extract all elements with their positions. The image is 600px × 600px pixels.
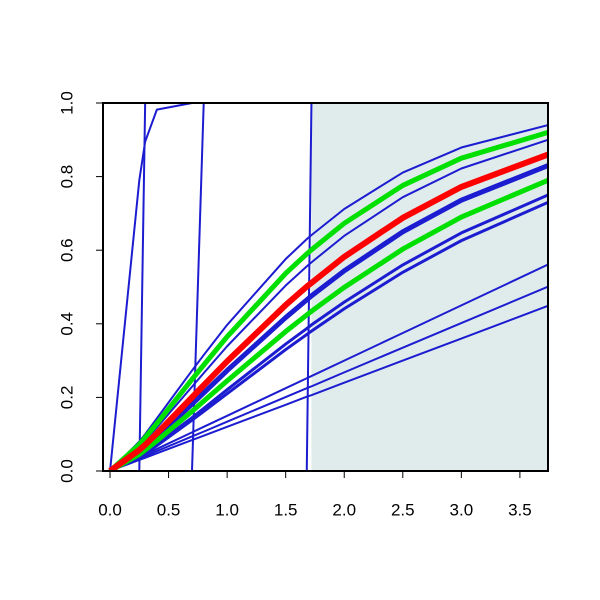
series-line	[108, 151, 548, 471]
shaded-region	[311, 103, 548, 471]
y-tick-label: 0.6	[57, 238, 76, 262]
x-tick-label: 2.0	[332, 500, 356, 519]
x-tick-label: 2.5	[391, 500, 415, 519]
series-line	[109, 103, 548, 471]
x-tick-label: 1.5	[274, 500, 298, 519]
y-tick-label: 0.2	[57, 386, 76, 410]
y-tick-label: 1.0	[57, 91, 76, 115]
x-tick-label: 3.5	[508, 500, 532, 519]
y-tick-label: 0.8	[57, 165, 76, 189]
plot-frame	[102, 102, 549, 472]
y-tick-label: 0.0	[57, 459, 76, 483]
series-line	[109, 285, 548, 471]
series-line	[108, 130, 548, 471]
series-line	[108, 177, 548, 471]
x-tick-label: 1.0	[215, 500, 239, 519]
plot-area	[108, 103, 548, 471]
x-tick-label: 0.0	[98, 500, 122, 519]
series-line	[109, 263, 548, 471]
x-tick-label: 0.5	[157, 500, 181, 519]
series-line	[109, 200, 548, 471]
series-line	[109, 304, 548, 471]
y-tick-label: 0.4	[57, 312, 76, 336]
x-tick-label: 3.0	[450, 500, 474, 519]
